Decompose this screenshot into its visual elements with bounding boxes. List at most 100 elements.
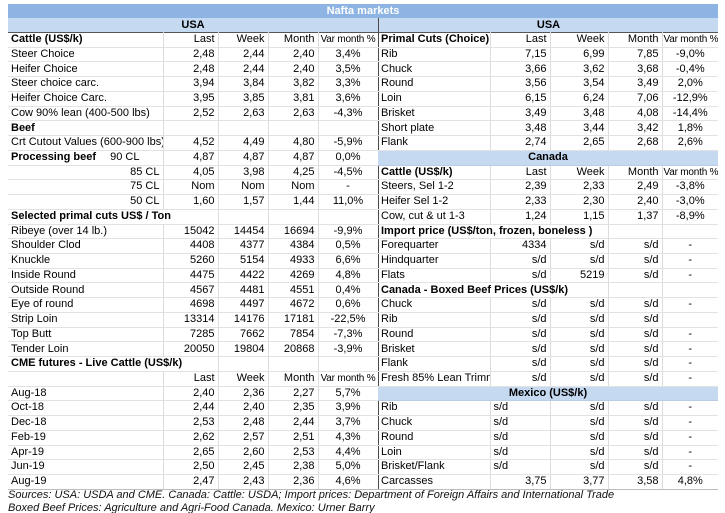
cell-month: 2,44 (268, 415, 319, 431)
cell-last: s/d (490, 400, 551, 417)
table-row: Round 3,56 3,54 3,49 2,0% (378, 76, 718, 92)
column-header-last: Last (490, 32, 551, 48)
cell-last: s/d (490, 430, 551, 446)
row-label-text: Round (381, 327, 414, 340)
cell-month: 2,38 (268, 459, 319, 476)
row-label-text: Hindquarter (381, 254, 439, 267)
cell-var: - (662, 459, 718, 476)
table-row: 85 CL 4,05 3,98 4,25 -4,5% (8, 165, 378, 181)
cell-week: 3,85 (218, 91, 269, 107)
row-label: Fresh 85% Lean Trimmi (378, 371, 491, 387)
cell-var: -9,9% (318, 224, 378, 240)
cell-var: -3,9% (318, 341, 378, 358)
empty-cell (662, 282, 718, 299)
cell-var: - (662, 400, 718, 417)
cell-month: 4,87 (268, 150, 319, 166)
cell-week: s/d (550, 430, 609, 446)
cell-last: 2,40 (163, 386, 219, 402)
cell-last: 2,48 (163, 47, 219, 63)
sources-note: Sources: USA: USDA and CME. Canada: Catt… (8, 489, 720, 513)
cell-var: -7,3% (318, 327, 378, 343)
cell-month: s/d (608, 356, 663, 372)
cell-last: 4408 (163, 238, 219, 255)
column-header-row: Primal Cuts (Choice) Last Week Month Var mon… (378, 32, 718, 48)
row-sublabel: 75 CL (130, 180, 160, 193)
column-header-week: Week (218, 32, 269, 48)
cell-week: 3,48 (550, 106, 609, 122)
row-label: Round (378, 327, 491, 343)
cell-var: - (662, 356, 718, 372)
row-label-text: Brisket/Flank (381, 460, 445, 473)
cell-var: -14,4% (662, 106, 718, 122)
row-label-text: Flank (381, 357, 408, 370)
cell-month: s/d (608, 459, 663, 476)
cell-last: Nom (163, 179, 219, 196)
cell-month: 4933 (268, 253, 319, 269)
table-row: Chuck s/d s/d s/d - (378, 297, 718, 313)
cell-var: 3,4% (318, 47, 378, 63)
cell-week: s/d (550, 312, 609, 328)
cell-var: -3,8% (662, 179, 718, 196)
cell-var: - (662, 445, 718, 461)
cell-last: 6,15 (490, 91, 551, 107)
column-header-week: Week (550, 164, 609, 181)
cell-var: -4,3% (318, 106, 378, 122)
cell-week: 3,62 (550, 61, 609, 78)
cell-week: s/d (550, 356, 609, 372)
cell-week: 2,36 (218, 386, 269, 402)
cell-var: - (662, 253, 718, 269)
cell-var: 2,0% (662, 76, 718, 92)
cell-month: s/d (608, 268, 663, 284)
cell-month: 2,35 (268, 400, 319, 417)
row-label: Rib (378, 400, 491, 417)
table-row: Heifer Sel 1-2 2,33 2,30 2,40 -3,0% (378, 194, 718, 210)
sources-line-1: Sources: USA: USDA and CME. Canada: Catt… (8, 489, 615, 501)
cell-week: 2,43 (218, 474, 269, 490)
cell-week: 2,33 (550, 179, 609, 196)
table-row: Ribeye (over 14 lb.) 15042 14454 16694 -9,9% (8, 224, 378, 240)
cell-var: -8,9% (662, 209, 718, 225)
column-header-month: Month (608, 32, 663, 48)
row-label-text: Eye of round (11, 298, 74, 311)
row-label: Forequarter (378, 238, 491, 255)
cell-week: 3,44 (550, 120, 609, 137)
cell-month: 4672 (268, 297, 319, 313)
cell-month: 3,68 (608, 61, 663, 78)
table-row: Rib 7,15 6,99 7,85 -9,0% (378, 47, 718, 63)
cell-month: 4269 (268, 268, 319, 284)
table-row: Loin 6,15 6,24 7,06 -12,9% (378, 91, 718, 107)
cell-month: 2,36 (268, 474, 319, 490)
cell-month: s/d (608, 415, 663, 431)
cell-last: s/d (490, 297, 551, 313)
column-header-month: Month (268, 370, 319, 387)
column-header-row: Cattle (US$/k) Last Week Month Var month % (378, 164, 718, 181)
cell-last: 7285 (163, 327, 219, 343)
cell-var: 5,7% (318, 386, 378, 402)
table-row: Brisket 3,49 3,48 4,08 -14,4% (378, 106, 718, 122)
row-label-text: Chuck (381, 416, 413, 429)
cell-var: - (662, 371, 718, 387)
cell-month: 4,80 (268, 135, 319, 151)
row-label: 75 CL (8, 179, 164, 196)
table-row: Hindquarter s/d s/d s/d - (378, 253, 718, 269)
cell-month: s/d (608, 312, 663, 328)
column-header-var: Var month % (662, 32, 718, 48)
cell-month: 3,42 (608, 120, 663, 137)
row-label-text: Carcasses (381, 475, 433, 488)
row-label: 50 CL (8, 194, 164, 210)
row-sublabel: 85 CL (130, 165, 160, 178)
cell-week: s/d (550, 415, 609, 431)
table-row: Shoulder Clod 4408 4377 4384 0,5% (8, 238, 378, 255)
row-label: Cow, cut & ut 1-3 (378, 209, 491, 225)
cell-last: 1,60 (163, 194, 219, 210)
row-label: Apr-19 (8, 445, 164, 461)
table-row: Eye of round 4698 4497 4672 0,6% (8, 297, 378, 313)
row-label-text: Knuckle (11, 254, 51, 267)
section-label-row: Import price (US$/ton, frozen, boneless … (378, 224, 718, 240)
cell-week: Nom (218, 179, 269, 196)
cell-var: 11,0% (318, 194, 378, 210)
table-row: Knuckle 5260 5154 4933 6,6% (8, 253, 378, 269)
cell-week: 14454 (218, 224, 269, 240)
cell-month: 7,85 (608, 47, 663, 63)
cell-var: -4,5% (318, 165, 378, 181)
